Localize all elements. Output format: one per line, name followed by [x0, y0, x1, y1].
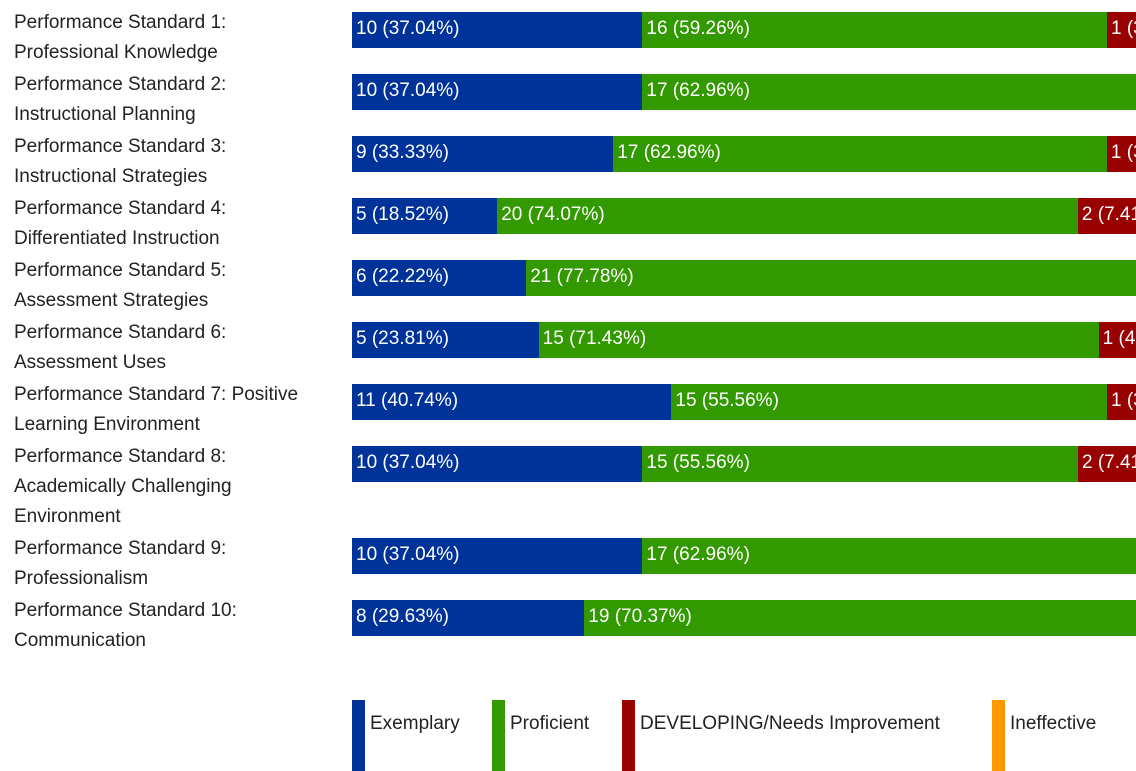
- bar-segment: 11 (40.74%): [352, 384, 672, 420]
- bar-track: 6 (22.22%) 21 (77.78%): [352, 260, 1136, 296]
- value-label: 16 (59.26%): [646, 18, 750, 39]
- value-label: 1 (3.70%): [1110, 390, 1136, 411]
- bar-track: 10 (37.04%) 17 (62.96%): [352, 74, 1136, 110]
- value-label: 10 (37.04%): [356, 18, 460, 39]
- category-label: Performance Standard 2: Instructional Pl…: [14, 74, 227, 125]
- value-label: 10 (37.04%): [356, 452, 460, 473]
- bar-track: 5 (23.81%) 15 (71.43%) 1 (4.76%): [352, 322, 1136, 358]
- legend-item: Exemplary: [352, 700, 492, 771]
- value-label: 2 (7.41%): [1081, 452, 1136, 473]
- bar-track: 10 (37.04%) 17 (62.96%): [352, 538, 1136, 574]
- value-label: 15 (71.43%): [542, 328, 647, 349]
- legend-item: DEVELOPING/Needs Improvement: [622, 700, 982, 771]
- bar-segment: 9 (33.33%): [352, 136, 614, 172]
- bar-segment: 1 (3.70%): [1106, 384, 1136, 420]
- bar-segment: 19 (70.37%): [584, 600, 1136, 636]
- bar-track: 9 (33.33%) 17 (62.96%) 1 (3.70%): [352, 136, 1136, 172]
- category-label: Performance Standard 9: Professionalism: [14, 538, 227, 589]
- legend-swatch: [992, 700, 1005, 771]
- value-label: 11 (40.74%): [356, 390, 459, 411]
- row: Performance Standard 5: Assessment Strat…: [14, 260, 1136, 322]
- value-label: 17 (62.96%): [617, 142, 721, 163]
- bar-track: 8 (29.63%) 19 (70.37%): [352, 600, 1136, 636]
- category-label: Performance Standard 5: Assessment Strat…: [14, 260, 227, 311]
- category-label: Performance Standard 1: Professional Kno…: [14, 12, 227, 63]
- bar-segment: 1 (3.70%): [1106, 136, 1136, 172]
- row: Performance Standard 8: Academically Cha…: [14, 446, 1136, 538]
- bar-track: 11 (40.74%) 15 (55.56%) 1 (3.70%): [352, 384, 1136, 420]
- value-label: 20 (74.07%): [501, 204, 605, 225]
- bar-segment: 20 (74.07%): [497, 198, 1078, 234]
- legend-swatch: [622, 700, 635, 771]
- value-label: 15 (55.56%): [646, 452, 750, 473]
- legend-item: Ineffective: [992, 700, 1136, 771]
- value-label: 1 (3.70%): [1110, 18, 1136, 39]
- legend-swatch: [352, 700, 365, 771]
- bar-segment: 15 (55.56%): [642, 446, 1078, 482]
- value-label: 10 (37.04%): [356, 544, 460, 565]
- bar-segment: 1 (3.70%): [1106, 12, 1136, 48]
- value-label: 8 (29.63%): [356, 606, 449, 627]
- row: Performance Standard 9: Professionalism 1…: [14, 538, 1136, 600]
- bar-segment: 16 (59.26%): [642, 12, 1107, 48]
- category-label: Performance Standard 7: Positive Learnin…: [14, 384, 299, 435]
- row: Performance Standard 1: Professional Kno…: [14, 12, 1136, 74]
- value-label: 9 (33.33%): [356, 142, 449, 163]
- row: Performance Standard 7: Positive Learnin…: [14, 384, 1136, 446]
- bar-segment: 15 (71.43%): [538, 322, 1099, 358]
- bar-segment: 8 (29.63%): [352, 600, 585, 636]
- bar-track: 5 (18.52%) 20 (74.07%) 2 (7.41%): [352, 198, 1136, 234]
- bar-segment: 17 (62.96%): [642, 74, 1136, 110]
- value-label: 5 (18.52%): [356, 204, 449, 225]
- row: Performance Standard 10: Communication 8 …: [14, 600, 1136, 662]
- bar-segment: 10 (37.04%): [352, 74, 643, 110]
- legend-label: Ineffective: [1010, 713, 1097, 734]
- chart-rows: Performance Standard 1: Professional Kno…: [14, 12, 1136, 662]
- row: Performance Standard 6: Assessment Uses 5…: [14, 322, 1136, 384]
- value-label: 17 (62.96%): [646, 80, 750, 101]
- bar-segment: 15 (55.56%): [671, 384, 1107, 420]
- bar-track: 10 (37.04%) 15 (55.56%) 2 (7.41%): [352, 446, 1136, 482]
- legend-label: Exemplary: [370, 713, 460, 734]
- bar-segment: 10 (37.04%): [352, 12, 643, 48]
- value-label: 6 (22.22%): [356, 266, 449, 287]
- legend: Exemplary Proficient DEVELOPING/Needs Impr…: [352, 700, 1136, 771]
- bar-segment: 2 (7.41%): [1077, 198, 1136, 234]
- row: Performance Standard 2: Instructional Pl…: [14, 74, 1136, 136]
- legend-item: Proficient: [492, 700, 622, 771]
- value-label: 19 (70.37%): [588, 606, 692, 627]
- bar-segment: 5 (18.52%): [352, 198, 498, 234]
- bar-segment: 17 (62.96%): [642, 538, 1136, 574]
- bar-segment: 5 (23.81%): [352, 322, 539, 358]
- category-label: Performance Standard 10: Communication: [14, 600, 237, 651]
- row: Performance Standard 4: Differentiated I…: [14, 198, 1136, 260]
- bar-segment: 2 (7.41%): [1077, 446, 1136, 482]
- bar-track: 10 (37.04%) 16 (59.26%) 1 (3.70%): [352, 12, 1136, 48]
- bar-segment: 10 (37.04%): [352, 446, 643, 482]
- legend-label: DEVELOPING/Needs Improvement: [640, 713, 940, 734]
- bar-segment: 1 (4.76%): [1098, 322, 1136, 358]
- value-label: 17 (62.96%): [646, 544, 750, 565]
- value-label: 2 (7.41%): [1081, 204, 1136, 225]
- category-label: Performance Standard 8: Academically Cha…: [14, 446, 232, 527]
- value-label: 10 (37.04%): [356, 80, 460, 101]
- category-label: Performance Standard 6: Assessment Uses: [14, 322, 227, 373]
- value-label: 21 (77.78%): [530, 266, 634, 287]
- legend-label: Proficient: [510, 713, 590, 734]
- value-label: 15 (55.56%): [675, 390, 779, 411]
- category-label: Performance Standard 3: Instructional St…: [14, 136, 227, 187]
- value-label: 1 (4.76%): [1102, 328, 1136, 349]
- bar-segment: 17 (62.96%): [613, 136, 1107, 172]
- value-label: 1 (3.70%): [1110, 142, 1136, 163]
- row: Performance Standard 3: Instructional St…: [14, 136, 1136, 198]
- bar-segment: 10 (37.04%): [352, 538, 643, 574]
- bar-segment: 6 (22.22%): [352, 260, 527, 296]
- value-label: 5 (23.81%): [356, 328, 449, 349]
- category-label: Performance Standard 4: Differentiated I…: [14, 198, 227, 249]
- legend-swatch: [492, 700, 505, 771]
- bar-segment: 21 (77.78%): [526, 260, 1136, 296]
